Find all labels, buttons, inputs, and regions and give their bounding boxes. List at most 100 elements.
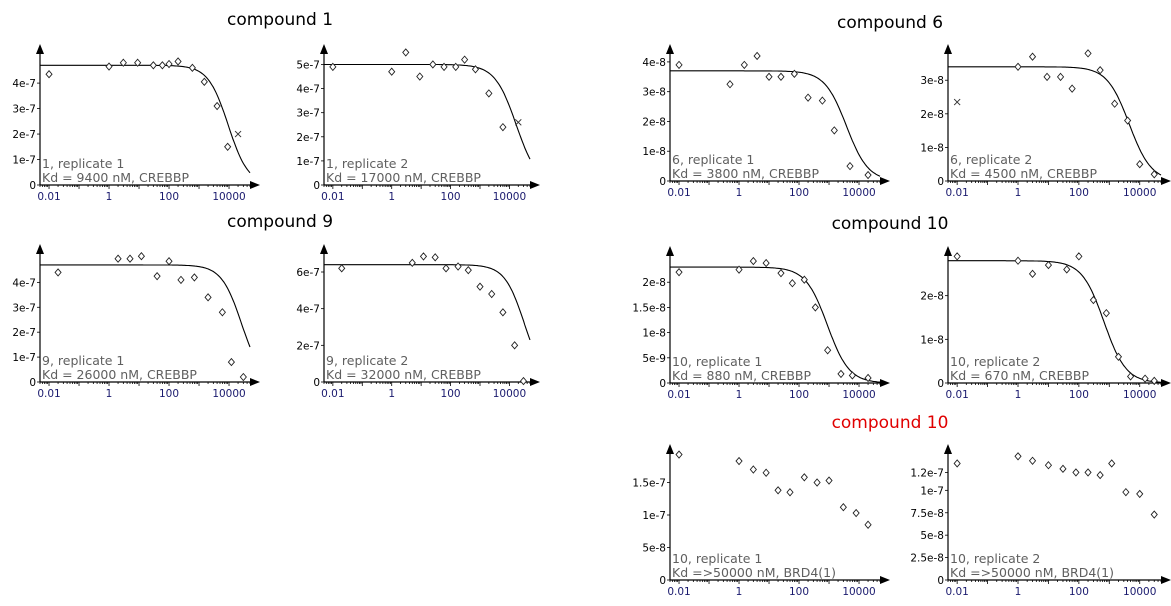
y-tick-label: 5e-8 [642,543,666,555]
data-point [953,252,961,261]
y-tick-label: 4e-7 [296,304,320,316]
x-tick-label: 0.01 [945,187,968,199]
y-tick-label: 2e-7 [12,327,36,339]
y-tick-label: 0 [937,176,944,188]
data-point [1096,65,1104,75]
data-point [1028,52,1037,61]
data-point [1014,256,1022,265]
annotation-kd: Kd = 32000 nM, CREBBP [326,367,481,382]
x-axis-arrow [1161,177,1171,185]
annotation-replicate: 1, replicate 2 [326,156,408,171]
data-point [788,279,796,288]
annotation-kd: Kd =>50000 nM, BRD4(1) [950,565,1114,580]
data-point [408,258,416,268]
y-tick-label: 1e-7 [920,485,944,497]
data-point [1150,510,1158,519]
data-point [1150,376,1158,386]
data-point [740,60,748,70]
x-tick-label: 100 [159,191,179,203]
data-point [864,520,872,529]
data-point [753,51,761,61]
annotation-replicate: 10, replicate 2 [950,354,1040,369]
data-point [165,59,173,69]
data-point [1108,459,1116,468]
data-point [800,275,808,284]
data-point [329,62,337,72]
data-point [485,89,493,98]
annotation-kd: Kd = 880 nM, CREBBP [672,368,812,383]
y-tick-label: 0 [659,176,666,188]
outlier-point [514,118,522,126]
data-point [464,265,472,275]
fit-curve [670,266,881,383]
x-tick-label: 1 [736,187,743,199]
x-tick-label: 100 [441,388,461,400]
fit-curve [948,66,1162,176]
data-point [1150,170,1158,179]
dose-response-plot-9: 0.01 1 100 10000 0 5e-8 1e-7 1.5e-7 10, replicat… [632,444,890,598]
x-tick-label: 0.01 [37,388,60,400]
group-title-compound-9: compound 9 [226,212,334,232]
data-point [749,256,757,266]
data-point [1102,308,1110,318]
data-point [431,253,439,262]
data-point [800,473,808,482]
x-tick-label: 10000 [842,586,875,598]
x-axis-arrow [530,181,540,189]
fit-curve [670,70,881,177]
x-tick-label: 1 [388,191,395,203]
data-point [1089,295,1097,305]
data-point [499,308,507,317]
data-point [726,80,734,89]
annotation-kd: Kd = 9400 nM, CREBBP [42,170,189,185]
data-point [388,67,396,76]
annotation-kd: Kd = 4500 nM, CREBBP [950,166,1097,181]
data-point [190,273,198,282]
data-point [442,264,450,273]
annotation-kd: Kd =>50000 nM, BRD4(1) [672,565,836,580]
data-point [1043,72,1051,82]
data-point [452,62,460,72]
fit-curve [40,264,251,348]
data-point [675,60,683,70]
y-tick-label: 5e-7 [296,59,320,71]
data-point [762,468,770,477]
y-axis-arrow [666,44,674,54]
data-point [1141,374,1149,383]
y-axis-arrow [320,44,328,54]
data-point [777,72,785,81]
data-point [818,96,826,105]
x-tick-label: 10000 [212,388,245,400]
y-tick-label: 2e-8 [642,277,666,289]
x-tick-label: 10000 [1123,187,1156,199]
data-point [765,72,773,81]
y-tick-label: 1e-7 [12,155,36,167]
x-tick-label: 0.01 [37,191,60,203]
data-point [461,55,469,64]
y-axis-arrow [320,244,328,254]
y-tick-label: 3e-7 [12,302,36,314]
data-point [471,65,480,74]
annotation-replicate: 10, replicate 1 [672,354,762,369]
y-tick-label: 1e-8 [920,334,944,346]
y-tick-label: 1.2e-7 [910,467,944,479]
y-tick-label: 2e-7 [296,340,320,352]
x-tick-label: 100 [789,389,809,401]
y-axis-arrow [944,444,952,454]
data-point [790,69,798,79]
y-tick-label: 1.5e-7 [632,478,666,490]
outlier-point [953,98,961,106]
x-axis-arrow [250,181,260,189]
x-axis-arrow [1161,576,1171,584]
data-point [454,262,462,271]
data-point [1063,265,1071,274]
data-point [762,258,770,268]
y-tick-label: 2e-7 [296,132,320,144]
dose-response-plot-8: 0.01 1 100 10000 0 1e-8 2e-8 10, replicate 2Kd … [920,246,1171,401]
x-tick-label: 0.01 [667,187,690,199]
y-tick-label: 2e-8 [920,291,944,303]
data-point [476,282,484,291]
x-tick-label: 1 [736,586,743,598]
y-axis-arrow [666,246,674,256]
data-point [218,308,226,317]
